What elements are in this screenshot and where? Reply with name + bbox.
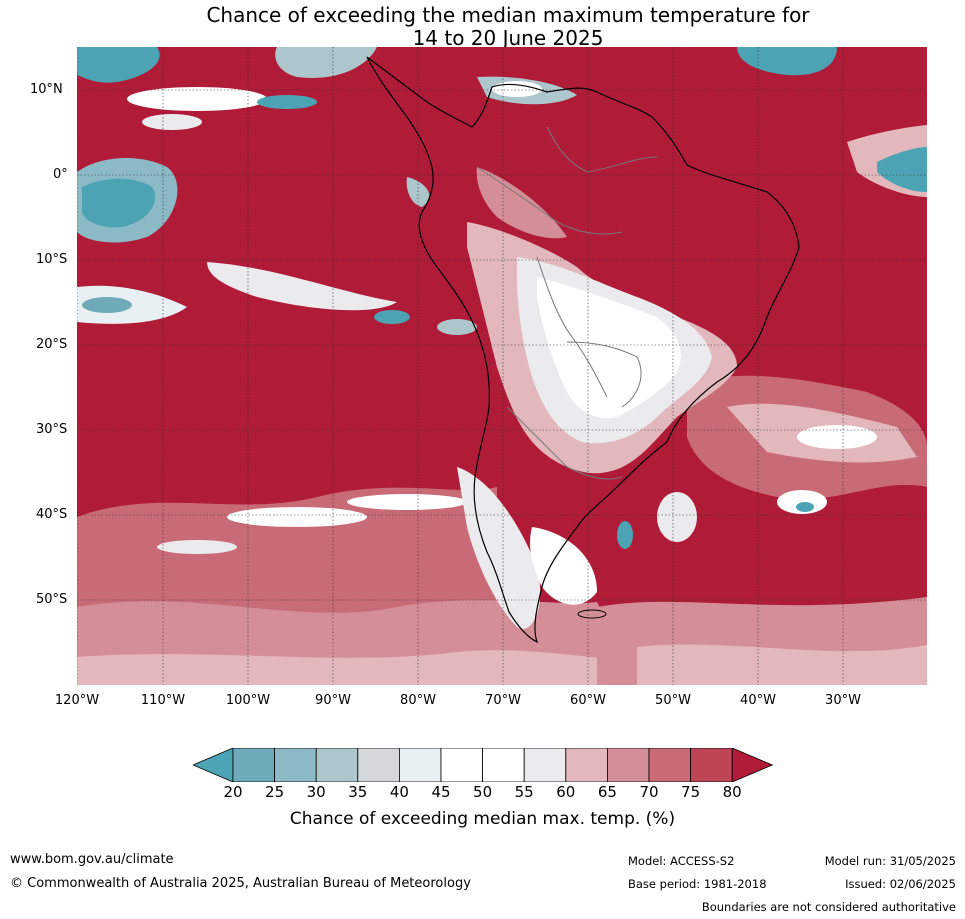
white-streak-3	[157, 540, 237, 554]
colorbar-label: Chance of exceeding median max. temp. (%…	[289, 809, 676, 829]
colorbar-cell	[482, 748, 525, 782]
lat-label-10n: 10°N	[30, 82, 63, 97]
lon-label-90w: 90°W	[315, 693, 351, 708]
model-run-date: Model run: 31/05/2025	[824, 854, 956, 868]
white-streak-2	[347, 494, 467, 510]
blue-patch-east-atl	[877, 147, 927, 192]
lon-label-110w: 110°W	[140, 693, 186, 708]
interior-50	[537, 277, 681, 419]
white-caribbean	[492, 81, 542, 97]
lon-label-50w: 50°W	[655, 693, 691, 708]
colorbar-cell	[232, 748, 275, 782]
colorbar-cell	[565, 748, 608, 782]
southern-band-60	[77, 650, 637, 685]
blue-spot-pacific-2	[374, 310, 410, 324]
lon-label-40w: 40°W	[740, 693, 776, 708]
blue-patch-n	[275, 47, 377, 78]
lat-label-0: 0°	[53, 167, 68, 182]
lat-label-20s: 20°S	[36, 337, 68, 352]
lon-label-100w: 100°W	[225, 693, 271, 708]
falklands-outline	[577, 609, 607, 619]
white-band-n2	[142, 114, 202, 130]
colorbar-tick-label: 70	[639, 783, 659, 801]
probability-map	[77, 47, 927, 685]
blue-spot-pacific	[82, 297, 132, 313]
colorbar-cell	[648, 748, 691, 782]
coastline	[366, 56, 800, 644]
title-line-2: 14 to 20 June 2025	[412, 26, 604, 50]
white-band-n	[127, 87, 267, 111]
title-line-1: Chance of exceeding the median maximum t…	[206, 3, 810, 27]
lon-label-80w: 80°W	[400, 693, 436, 708]
lat-label-50s: 50°S	[36, 592, 68, 607]
patagonia-50	[530, 527, 597, 605]
white-streak-1	[227, 507, 367, 527]
colorbar-tick-label: 20	[223, 783, 243, 801]
colorbar-tick-label: 30	[306, 783, 326, 801]
issued-date: Issued: 02/06/2025	[845, 877, 956, 891]
colorbar-cell	[523, 748, 567, 782]
white-patch-atl	[657, 492, 697, 542]
colorbar-tick-label: 65	[597, 783, 617, 801]
colorbar-cell	[398, 748, 442, 782]
blue-spot-pacific-3	[437, 319, 477, 335]
colorbar-cell	[274, 748, 317, 782]
colorbar-extend-high	[731, 748, 773, 782]
lat-label-40s: 40°S	[36, 507, 68, 522]
map-title: Chance of exceeding the median maximum t…	[0, 4, 965, 50]
blue-spot-atl-1	[617, 521, 633, 549]
colorbar-tick-label: 45	[431, 783, 451, 801]
boundary-disclaimer: Boundaries are not considered authoritat…	[701, 900, 956, 914]
white-band-pacific	[77, 285, 187, 324]
colorbar-extend-low	[193, 748, 234, 782]
colorbar-cell	[440, 748, 483, 782]
lat-label-10s: 10°S	[36, 252, 68, 267]
white-patch-atl-3	[797, 425, 877, 449]
copyright-notice: © Commonwealth of Australia 2025, Austra…	[10, 876, 471, 891]
colorbar-cell	[606, 748, 650, 782]
colorbar-tick-label: 55	[514, 783, 534, 801]
white-patch-atl-2	[777, 490, 827, 514]
base-period: Base period: 1981-2018	[628, 877, 767, 891]
patagonia-55	[457, 467, 541, 629]
lon-label-30w: 30°W	[825, 693, 861, 708]
lon-label-60w: 60°W	[570, 693, 606, 708]
colorbar-tick-label: 80	[722, 783, 742, 801]
colorbar-tick-label: 25	[265, 783, 285, 801]
colorbar-cell	[357, 748, 400, 782]
lat-label-30s: 30°S	[36, 422, 68, 437]
south-atlantic-band-60	[637, 644, 927, 685]
source-url: www.bom.gov.au/climate	[10, 852, 174, 867]
lon-label-70w: 70°W	[485, 693, 521, 708]
blue-patch-nw	[77, 47, 160, 83]
colorbar-tick-label: 50	[473, 783, 493, 801]
colorbar-tick-label: 60	[556, 783, 576, 801]
country-borders	[476, 126, 658, 480]
blue-spot-atl-2	[796, 502, 814, 512]
colorbar	[193, 748, 773, 782]
colorbar-tick-label: 40	[389, 783, 409, 801]
andes-band	[476, 167, 567, 239]
blue-core-eq-pacific	[82, 178, 156, 228]
white-streak-pacific	[207, 262, 397, 311]
blue-patch-ne	[737, 47, 837, 76]
colorbar-tick-label: 75	[681, 783, 701, 801]
graticule	[77, 47, 927, 685]
lon-label-120w: 120°W	[54, 693, 100, 708]
blue-spot-n	[257, 95, 317, 109]
colorbar-cell	[315, 748, 359, 782]
colorbar-cells	[193, 748, 773, 782]
colorbar-cell	[690, 748, 733, 782]
colorbar-tick-label: 35	[348, 783, 368, 801]
model-name: Model: ACCESS-S2	[628, 854, 735, 868]
map-canvas	[77, 47, 927, 685]
